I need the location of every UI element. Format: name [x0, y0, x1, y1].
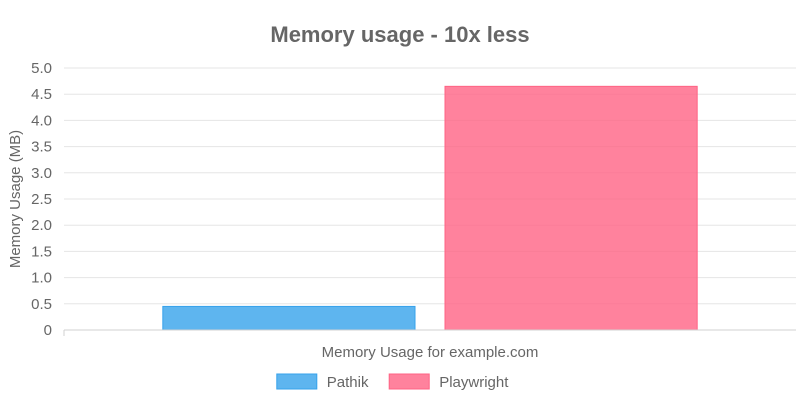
- y-tick-label: 5.0: [31, 60, 52, 77]
- gridlines: [64, 67, 796, 305]
- y-axis-ticks: 0 0.5 1.0 1.5 2.0 2.5 3.0 3.5 4.0 4.5 5.0: [31, 60, 65, 339]
- legend: Pathik Playwright: [276, 373, 509, 391]
- legend-swatch: [276, 373, 318, 390]
- legend-item-playwright[interactable]: Playwright: [388, 373, 509, 391]
- bars: [162, 85, 698, 331]
- legend-label: Pathik: [327, 374, 369, 391]
- legend-swatch: [388, 373, 430, 390]
- y-tick-label: 4.0: [31, 112, 52, 129]
- bar-playwright[interactable]: [444, 85, 698, 331]
- y-tick-label: 1.0: [31, 270, 52, 287]
- y-tick-label: 4.5: [31, 86, 52, 103]
- x-axis-label: Memory Usage for example.com: [322, 344, 539, 361]
- legend-label: Playwright: [439, 374, 509, 391]
- y-tick-label: 3.0: [31, 165, 52, 182]
- y-tick-label: 2.5: [31, 191, 52, 208]
- y-tick-label: 0: [44, 322, 52, 339]
- y-tick-label: 1.5: [31, 243, 52, 260]
- legend-item-pathik[interactable]: Pathik: [276, 373, 369, 391]
- chart-title: Memory usage - 10x less: [270, 22, 529, 47]
- y-axis-label: Memory Usage (MB): [7, 130, 24, 268]
- y-tick-label: 3.5: [31, 139, 52, 156]
- y-tick-label: 2.0: [31, 217, 52, 234]
- bar-pathik[interactable]: [162, 305, 416, 331]
- y-tick-label: 0.5: [31, 296, 52, 313]
